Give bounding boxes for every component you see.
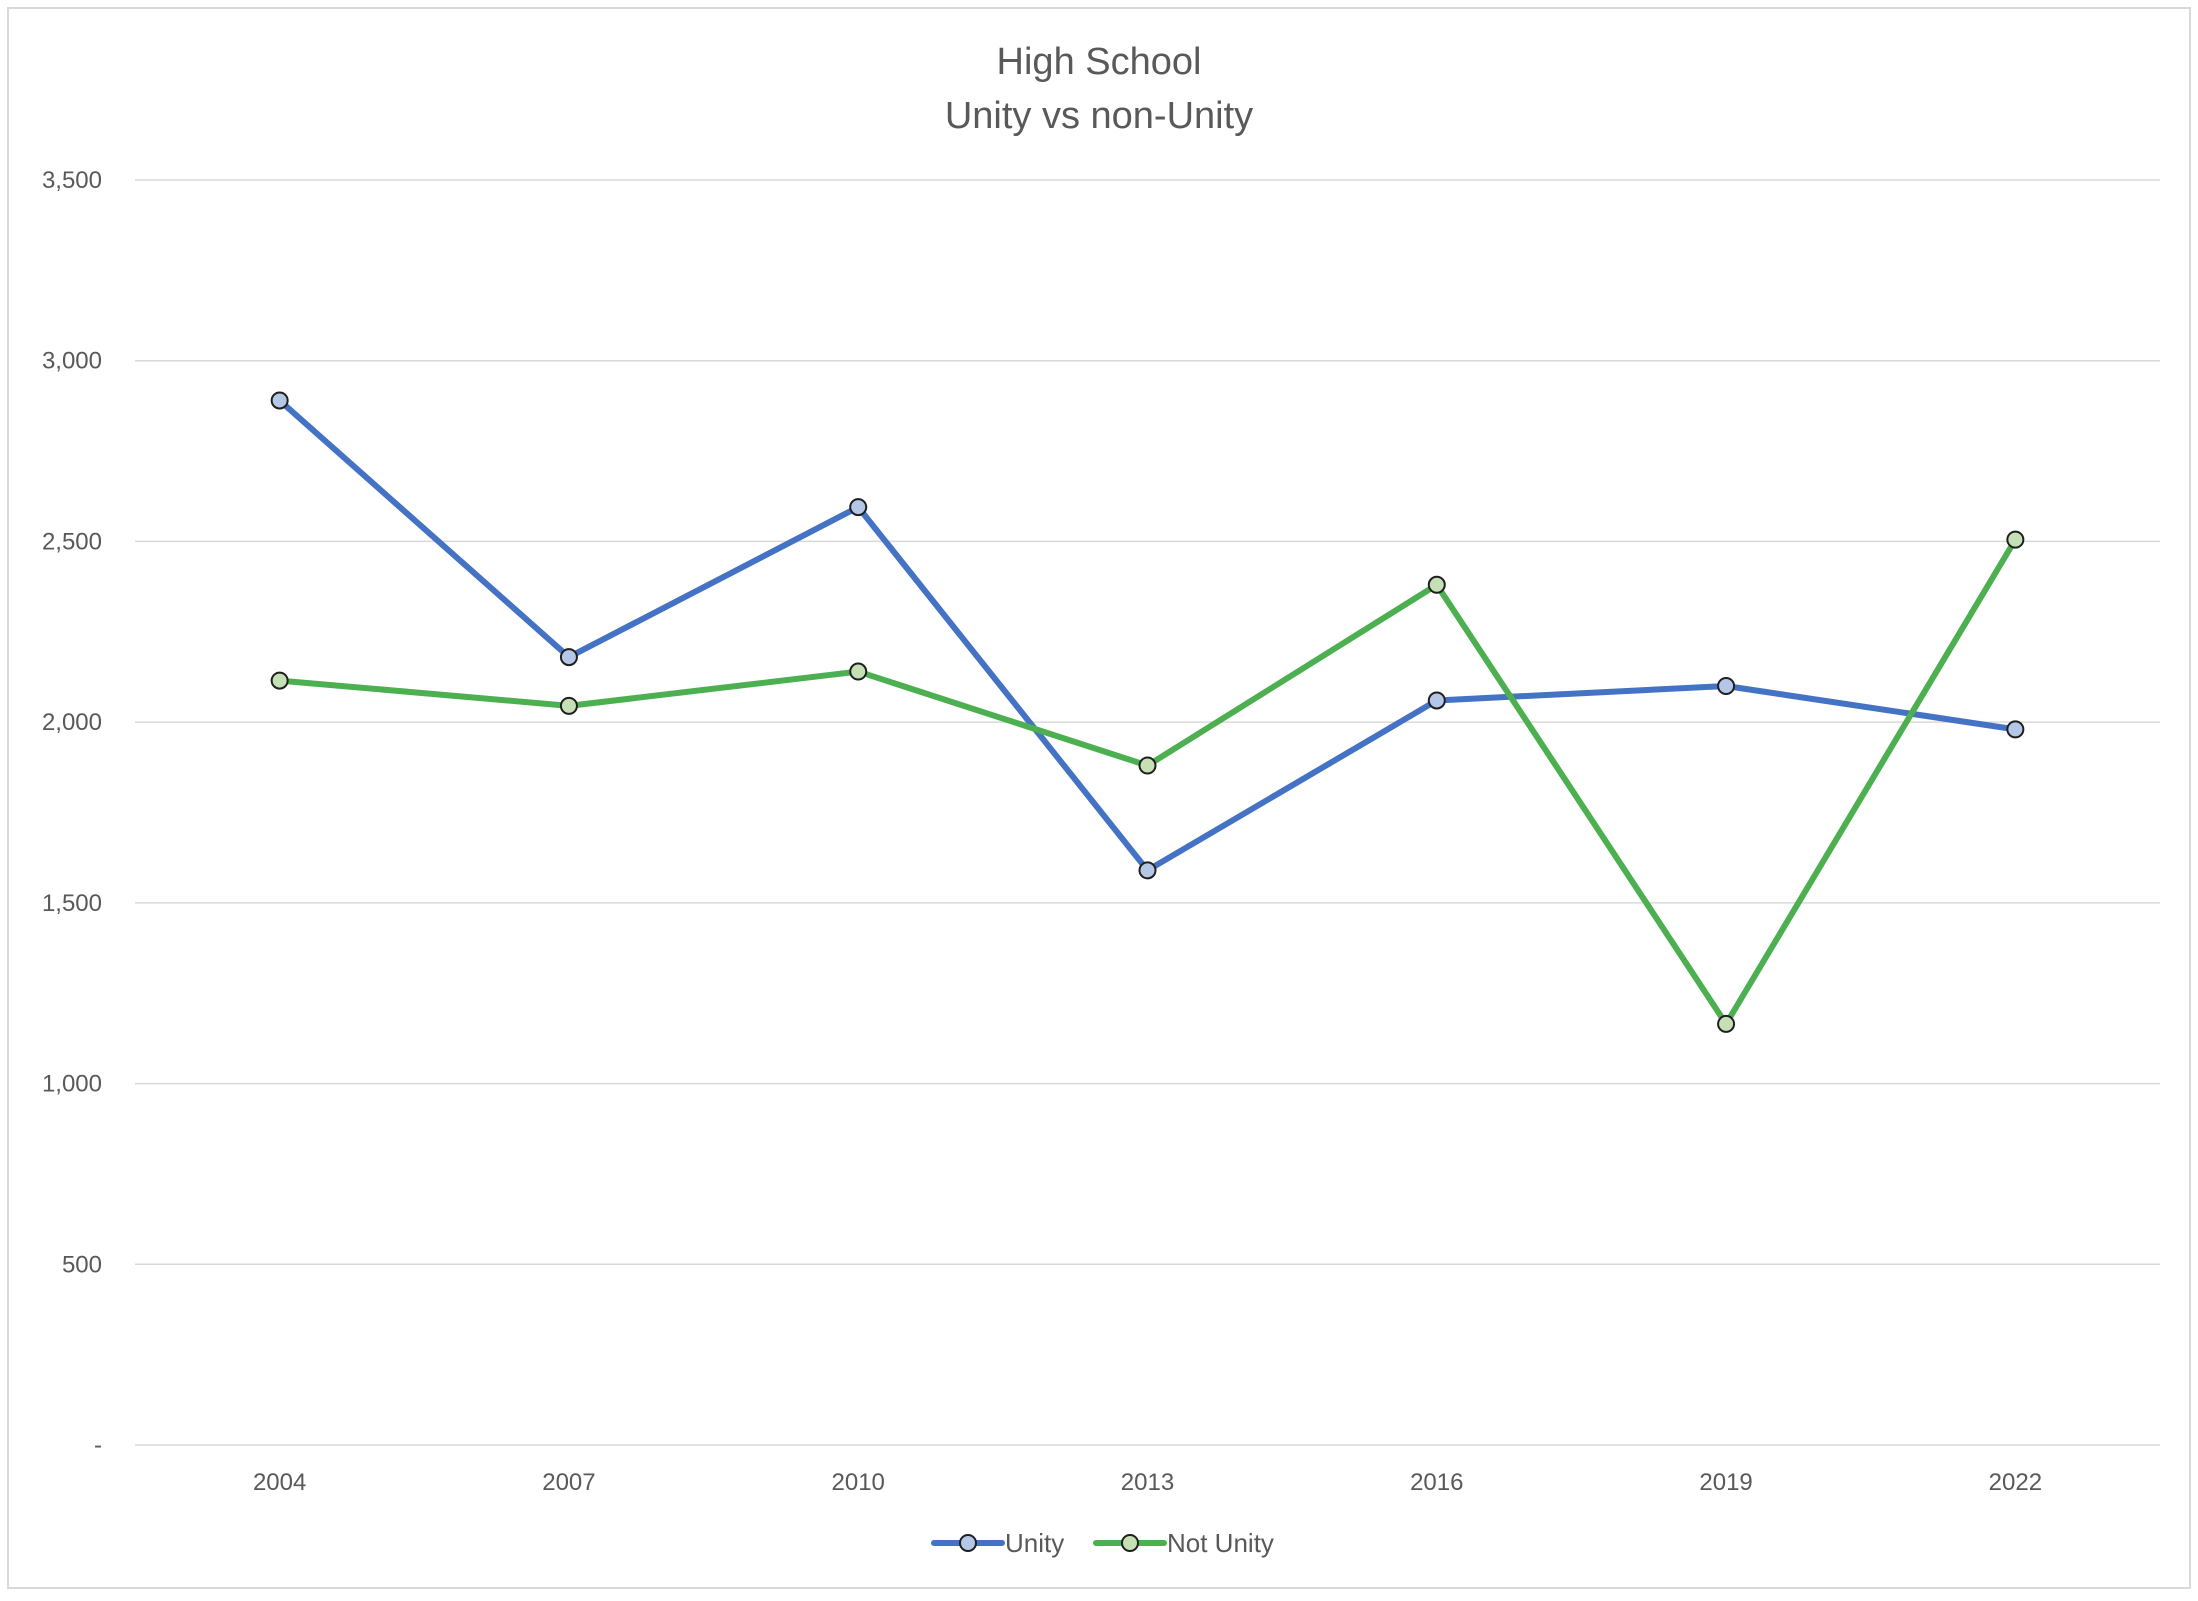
y-tick-label: -: [94, 1432, 102, 1459]
x-axis-tick-labels: 2004 2007 2010 2013 2016 2019 2022: [253, 1469, 2042, 1496]
y-axis-tick-labels: - 500 1,000 1,500 2,000 2,500 3,000 3,500: [42, 167, 102, 1459]
y-tick-label: 500: [62, 1251, 102, 1278]
data-point: [270, 391, 289, 410]
data-point: [1138, 756, 1157, 775]
data-point: [2006, 720, 2025, 739]
data-point: [1717, 1014, 1736, 1033]
data-point: [270, 671, 289, 690]
data-point: [1427, 575, 1446, 594]
legend: Unity Not Unity: [931, 1528, 1274, 1558]
data-point: [1427, 691, 1446, 710]
y-tick-label: 2,000: [42, 709, 102, 736]
data-point: [559, 648, 578, 667]
series-lines: [270, 391, 2025, 1033]
x-tick-label: 2019: [1699, 1469, 1752, 1496]
legend-label: Not Unity: [1167, 1528, 1274, 1558]
data-point: [849, 662, 868, 681]
y-tick-label: 3,500: [42, 167, 102, 194]
x-tick-label: 2004: [253, 1469, 306, 1496]
data-point: [559, 696, 578, 715]
data-point: [849, 498, 868, 517]
x-tick-label: 2016: [1410, 1469, 1463, 1496]
legend-marker: [959, 1534, 977, 1552]
chart-title: High School: [997, 41, 1202, 83]
y-tick-label: 3,000: [42, 348, 102, 375]
gridlines: [135, 179, 2160, 1446]
data-point: [2006, 530, 2025, 549]
chart-border: [7, 7, 2191, 1589]
x-tick-label: 2022: [1989, 1469, 2042, 1496]
legend-label: Unity: [1005, 1528, 1064, 1558]
y-tick-label: 1,500: [42, 890, 102, 917]
data-point: [1717, 677, 1736, 695]
legend-marker: [1121, 1534, 1139, 1552]
y-tick-label: 2,500: [42, 528, 102, 555]
y-tick-label: 1,000: [42, 1071, 102, 1098]
x-tick-label: 2013: [1121, 1469, 1174, 1496]
data-point: [1138, 861, 1157, 880]
chart-subtitle: Unity vs non-Unity: [945, 95, 1253, 137]
x-tick-label: 2010: [832, 1469, 885, 1496]
x-tick-label: 2007: [542, 1469, 595, 1496]
